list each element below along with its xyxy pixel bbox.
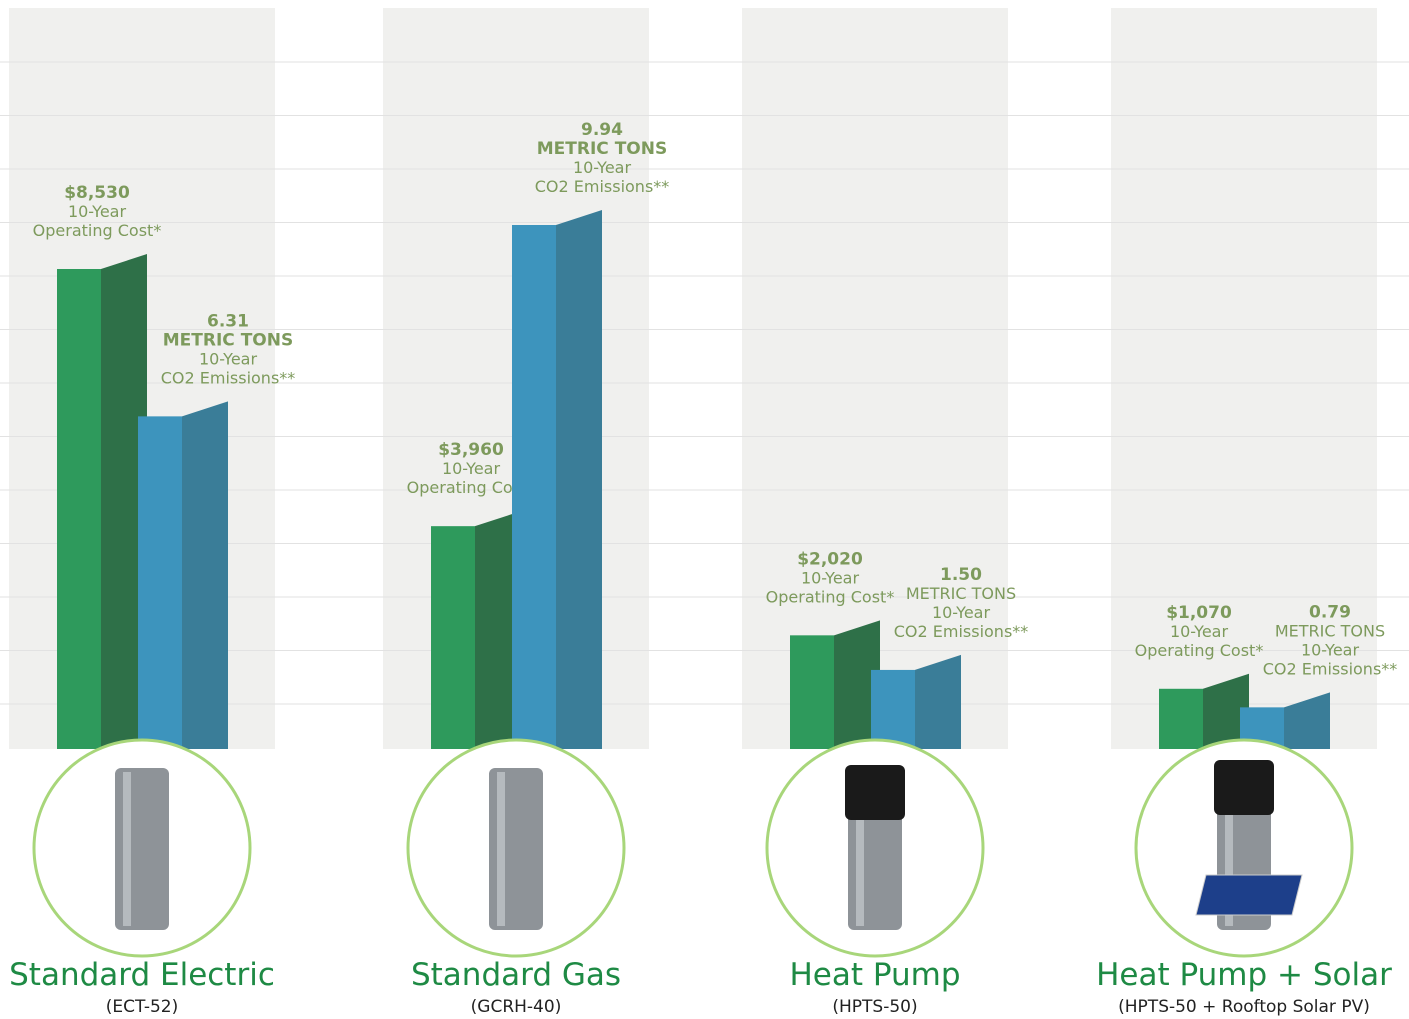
model-label: (HPTS-50 + Rooftop Solar PV) xyxy=(1118,997,1370,1017)
heater-top xyxy=(845,765,905,820)
model-label: (HPTS-50) xyxy=(832,997,917,1017)
value-label: 0.79 xyxy=(1309,602,1351,622)
label-line: CO2 Emissions** xyxy=(894,622,1029,641)
heater-shine xyxy=(123,772,131,926)
bar-front xyxy=(1159,689,1203,749)
label-line: METRIC TONS xyxy=(163,330,293,350)
bar-front xyxy=(871,670,915,749)
label-line: 10-Year xyxy=(1301,640,1360,659)
solar-panel xyxy=(1196,875,1302,915)
label-line: 10-Year xyxy=(199,349,258,368)
bar-front xyxy=(790,635,834,749)
label-line: Operating Cost* xyxy=(33,221,162,240)
bar-side xyxy=(182,401,228,749)
bar-front xyxy=(512,225,556,749)
heater-top xyxy=(1214,760,1274,815)
model-label: (ECT-52) xyxy=(106,997,178,1017)
bar-front xyxy=(57,269,101,749)
label-line: 10-Year xyxy=(801,568,860,587)
label-line: 10-Year xyxy=(932,603,991,622)
category-label: Heat Pump + Solar xyxy=(1096,957,1392,993)
model-label: (GCRH-40) xyxy=(471,997,562,1017)
label-line: 10-Year xyxy=(442,459,501,478)
value-label: 1.50 xyxy=(940,565,982,585)
label-line: 10-Year xyxy=(68,202,127,221)
bar-front xyxy=(431,526,475,749)
value-label: $2,020 xyxy=(797,549,863,569)
value-label: 9.94 xyxy=(581,120,623,140)
label-line: 10-Year xyxy=(573,158,632,177)
bar-front xyxy=(138,416,182,749)
value-label: $8,530 xyxy=(64,183,130,203)
bar-side xyxy=(556,210,602,749)
label-line: METRIC TONS xyxy=(906,584,1016,603)
label-line: Operating Cost* xyxy=(1135,641,1264,660)
value-label: 6.31 xyxy=(207,311,249,331)
category-label: Standard Electric xyxy=(9,957,275,993)
bar-side xyxy=(915,655,961,749)
label-line: METRIC TONS xyxy=(1275,621,1385,640)
category-label: Heat Pump xyxy=(789,957,960,993)
label-line: CO2 Emissions** xyxy=(161,368,296,387)
label-line: Operating Cost* xyxy=(766,587,895,606)
chart: $8,53010-YearOperating Cost*$3,96010-Yea… xyxy=(0,0,1409,1019)
category-label: Standard Gas xyxy=(411,957,621,993)
label-line: CO2 Emissions** xyxy=(1263,659,1398,678)
value-label: $1,070 xyxy=(1166,603,1232,623)
label-line: CO2 Emissions** xyxy=(535,177,670,196)
label-line: METRIC TONS xyxy=(537,139,667,159)
value-label: $3,960 xyxy=(438,440,504,460)
label-line: 10-Year xyxy=(1170,622,1229,641)
heater-shine xyxy=(497,772,505,926)
